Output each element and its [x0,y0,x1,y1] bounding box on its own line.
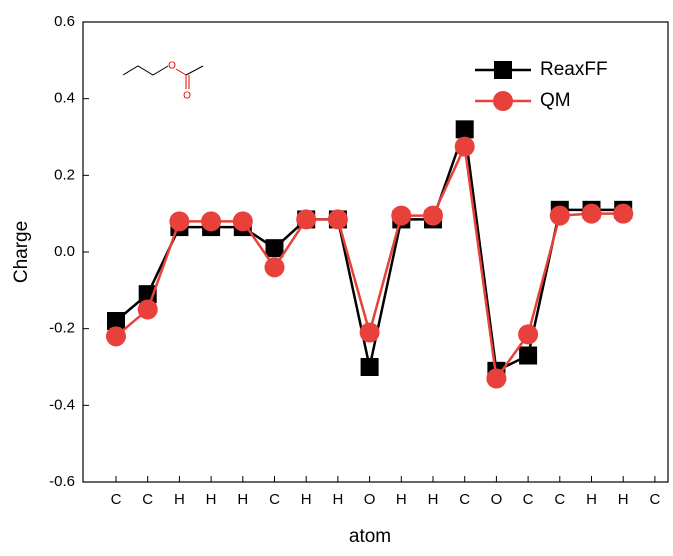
x-tick-label: H [332,491,343,508]
marker [613,203,634,224]
marker [391,205,412,226]
marker [360,358,379,376]
marker [169,211,190,232]
marker [549,205,570,226]
marker [265,239,284,258]
y-tick-label: 0.4 [54,90,75,107]
marker [106,326,126,347]
x-tick-label: H [396,491,407,508]
marker [107,312,125,330]
marker [454,136,475,157]
y-tick-label: -0.2 [49,320,75,337]
marker [423,205,443,226]
inset-atom: O [183,91,191,102]
marker [581,203,602,224]
x-tick-label: C [649,491,660,508]
marker [518,324,539,345]
marker [264,257,285,278]
x-tick-label: H [428,491,439,508]
x-tick-label: O [491,491,503,508]
x-tick-label: H [206,491,217,508]
x-tick-label: C [459,491,470,508]
marker [519,346,538,365]
x-tick-label: H [174,491,185,508]
x-tick-label: H [301,491,312,508]
x-tick-label: H [586,491,597,508]
x-tick-label: C [142,491,153,508]
legend-marker [494,61,512,79]
y-tick-label: 0.2 [54,166,75,183]
marker [455,120,474,139]
marker [486,368,507,389]
y-tick-label: 0.6 [54,13,75,30]
y-axis-label: Charge [11,221,32,283]
legend-label: QM [540,90,571,111]
y-tick-label: -0.4 [49,396,75,413]
y-tick-label: -0.6 [49,473,75,490]
x-tick-label: C [269,491,280,508]
legend-marker [493,91,513,111]
x-tick-label: C [523,491,534,508]
inset-atom: O [168,61,176,72]
x-axis-label: atom [349,526,391,547]
x-tick-label: C [554,491,565,508]
x-tick-label: H [618,491,629,508]
x-tick-label: O [364,491,376,508]
marker [359,322,380,343]
marker [296,209,317,230]
legend-label: ReaxFF [540,59,608,80]
marker [327,209,348,230]
marker [137,299,158,320]
marker [201,211,222,232]
x-tick-label: C [111,491,122,508]
y-tick-label: 0.0 [54,243,75,260]
x-tick-label: H [237,491,248,508]
plot-frame [82,21,669,483]
series-line [115,142,624,382]
molecule-inset: O O [122,61,204,102]
marker [232,211,253,232]
